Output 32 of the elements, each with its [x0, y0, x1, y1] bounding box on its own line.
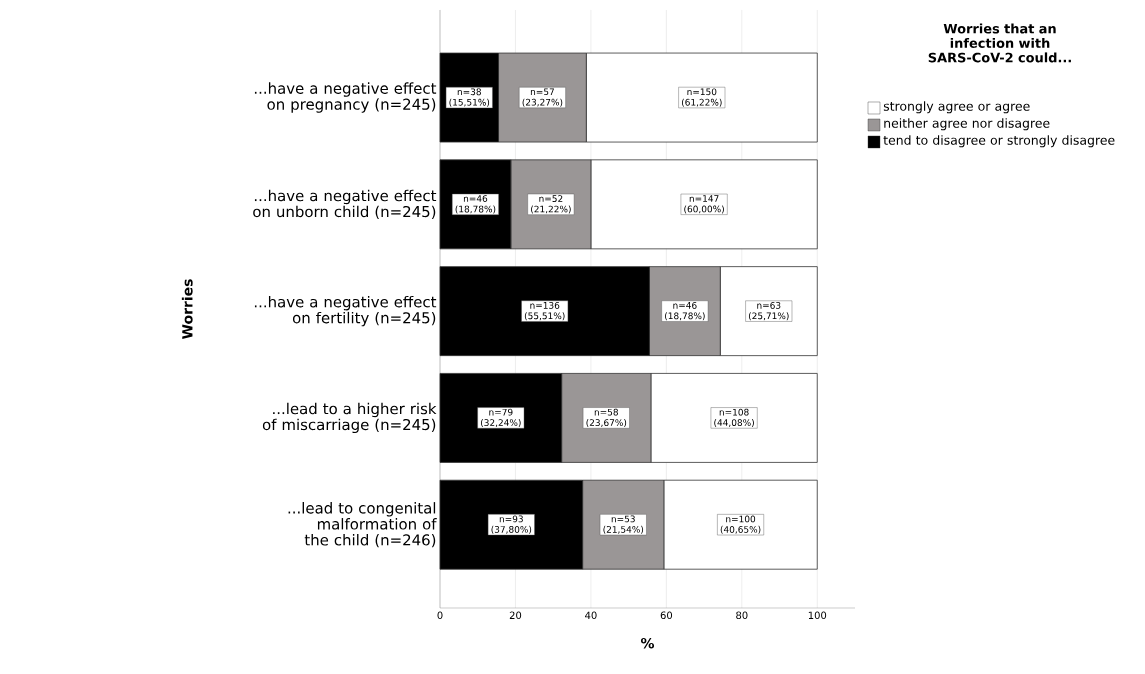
y-axis-title: Worries [181, 279, 193, 339]
x-tick-label: 40 [585, 611, 597, 620]
y-tick-label: ...have a negative effect on pregnancy (n=245) [254, 82, 437, 113]
y-tick-label: ...lead to congenital malformation of the child (n=246) [288, 502, 437, 548]
data-label: n=46 (18,78%) [665, 301, 705, 321]
data-label: n=38 (15,51%) [449, 88, 490, 107]
x-tick-label: 100 [808, 611, 827, 620]
x-tick-label: 80 [736, 611, 748, 620]
y-tick-label: ...have a negative effect on unborn child (n=245) [253, 189, 437, 219]
legend-title: Worries that an infection with SARS-CoV-2 could... [928, 23, 1071, 63]
data-label: n=108 (44,08%) [714, 408, 754, 428]
data-label: n=52 (21,22%) [531, 195, 571, 214]
legend-label: neither agree nor disagree [884, 118, 1050, 131]
y-tick-label: ...have a negative effect on fertility (n=245) [254, 295, 437, 327]
data-label: n=53 (21,54%) [603, 515, 644, 534]
data-label: n=136 (55,51%) [524, 301, 565, 321]
data-label: n=147 (60,00%) [684, 195, 724, 214]
legend-label: strongly agree or agree [883, 101, 1030, 114]
data-label: n=79 (32,24%) [481, 408, 521, 428]
x-axis-title: % [640, 637, 655, 649]
y-tick-label: ...lead to a higher risk of miscarriage (n=245) [262, 402, 437, 434]
x-tick-label: 20 [509, 611, 522, 620]
data-label: n=93 (37,80%) [491, 515, 532, 534]
data-label: n=63 (25,71%) [748, 301, 789, 321]
legend-label: tend to disagree or strongly disagree [883, 135, 1115, 148]
data-label: n=150 (61,22%) [681, 88, 722, 107]
x-tick-label: 60 [660, 611, 673, 620]
data-label: n=46 (18,78%) [455, 195, 496, 214]
data-label: n=57 (23,27%) [522, 88, 563, 107]
data-label: n=100 (40,65%) [720, 515, 761, 534]
x-tick-label: 0 [437, 611, 443, 620]
data-label: n=58 (23,67%) [586, 408, 627, 428]
